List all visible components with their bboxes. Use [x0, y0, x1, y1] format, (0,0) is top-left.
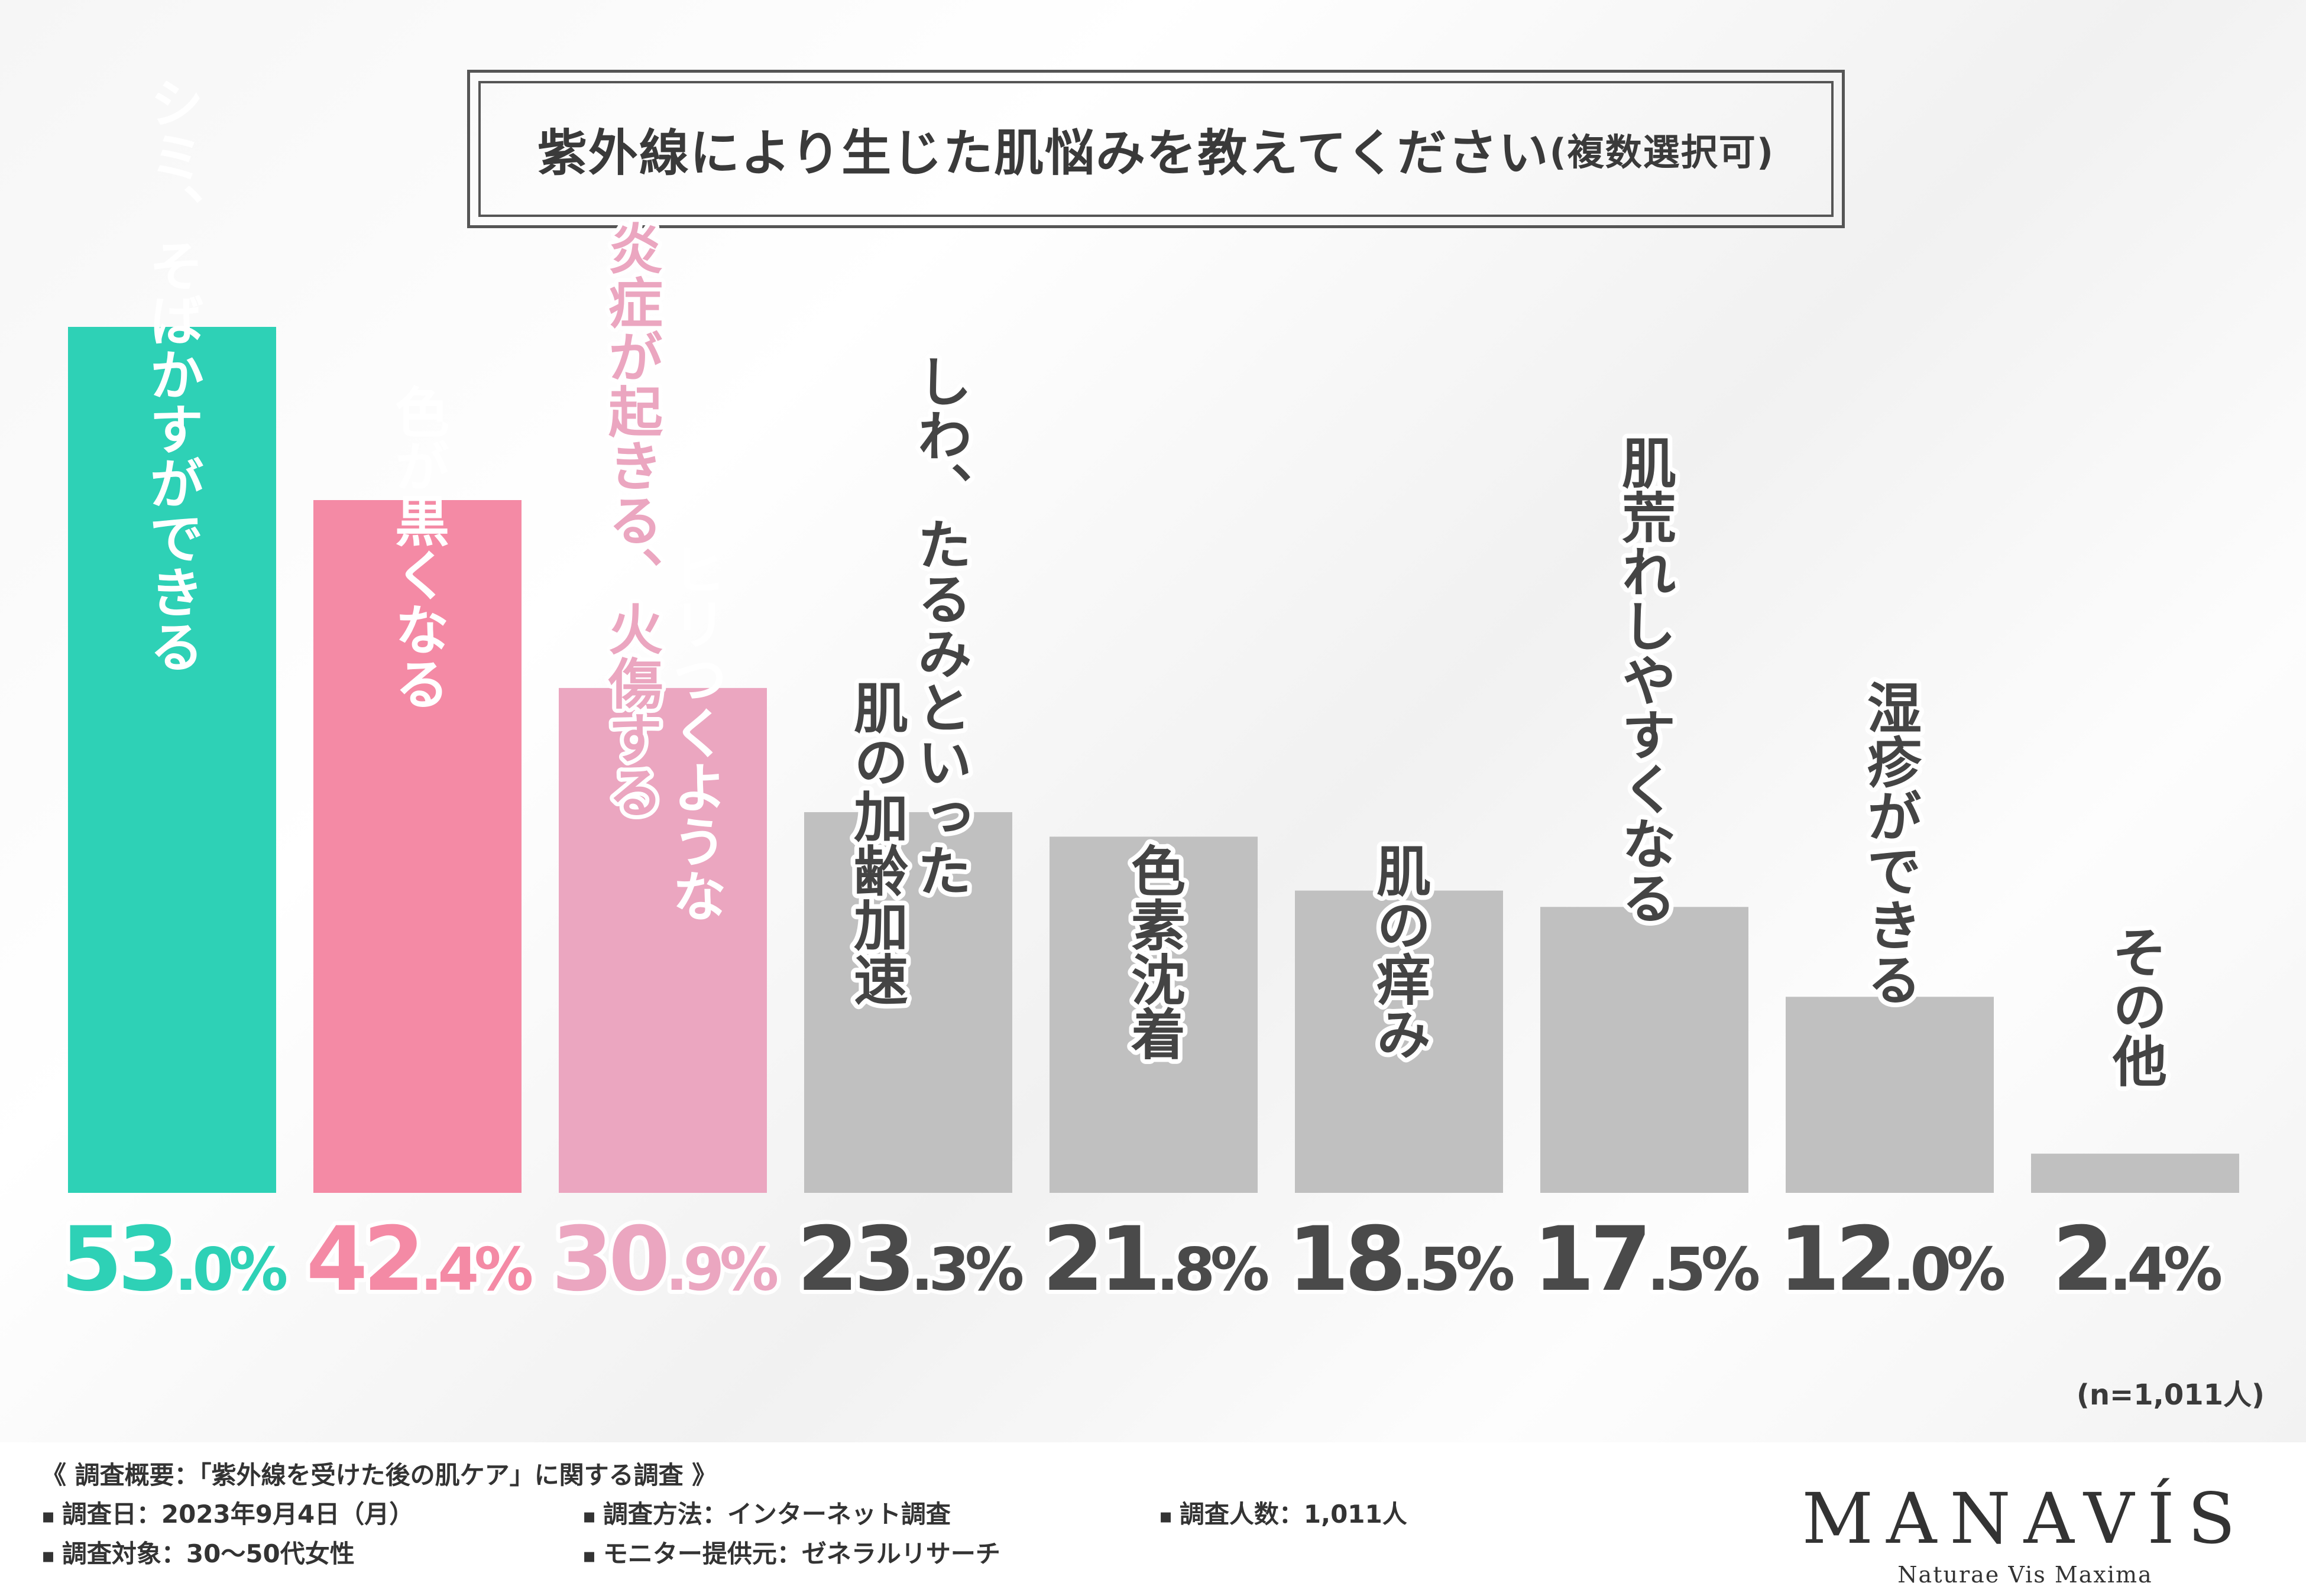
bar-6 [1295, 890, 1503, 1193]
survey-heading: 《 調査概要：「紫外線を受けた後の肌ケア」に関する調査 》 [41, 1461, 717, 1490]
value-label-6: 18.5% [1288, 1208, 1514, 1311]
bar-3 [559, 687, 767, 1193]
bar-label-4-1: しわ、たるみといった [909, 353, 972, 897]
bar-label-1: シミ、そばかすができる [141, 75, 204, 673]
value-label-8: 12.0% [1779, 1208, 2004, 1311]
survey-target: 調査対象：30〜50代女性 [41, 1534, 355, 1570]
bar-5 [1050, 836, 1258, 1193]
value-label-3: 30.9% [552, 1208, 778, 1311]
bar-label-5: 色素沈着 [1122, 843, 1186, 1060]
bar-chart: シミ、そばかすができる 53.0% 色が黒くなる 42.4% ヒリつくような炎症が起きる… [60, 75, 2239, 1311]
bar-1 [68, 327, 276, 1193]
value-label-5: 21.8% [1042, 1208, 1268, 1311]
value-label-9: 2.4% [2052, 1208, 2221, 1311]
chart-title-frame: 紫外線により生じた肌悩みを教えてください (複数選択可) [467, 70, 1845, 228]
bar-label-8: 湿疹ができる [1858, 680, 1922, 1006]
bar-7 [1540, 907, 1748, 1193]
logo-brand: MANAVÍS [1802, 1478, 2249, 1559]
value-label-4: 23.3% [797, 1208, 1023, 1311]
value-label-2: 42.4% [306, 1208, 532, 1311]
survey-method: 調査方法：インターネット調査 [582, 1494, 951, 1530]
bar-label-3-1: ヒリつくような [663, 542, 727, 923]
bar-label-3-2: 炎症が起きる、火傷する [600, 220, 663, 819]
value-label-7: 17.5% [1533, 1208, 1759, 1311]
title-sub: (複数選択可) [1549, 131, 1775, 174]
sample-size: (n=1,011人) [2076, 1378, 2265, 1412]
bar-9 [2031, 1153, 2239, 1193]
bar-label-2: 色が黒くなる [386, 384, 449, 711]
survey-date: 調査日：2023年9月4日（月） [41, 1494, 414, 1530]
title-main: 紫外線により生じた肌悩みを教えてください [537, 124, 1550, 182]
survey-provider: モニター提供元：ゼネラルリサーチ [582, 1534, 1000, 1570]
bar-label-7: 肌荒れしやすくなる [1613, 435, 1676, 924]
bar-label-9: その他 [2104, 924, 2168, 1088]
manavis-logo: MANAVÍS Naturae Vis Maxima [1780, 1484, 2271, 1588]
survey-footer: 《 調査概要：「紫外線を受けた後の肌ケア」に関する調査 》 調査日：2023年9… [0, 1442, 2306, 1596]
logo-tagline: Naturae Vis Maxima [1897, 1562, 2153, 1588]
value-label-1: 53.0% [61, 1208, 287, 1311]
survey-count: 調査人数：1,011人 [1159, 1494, 1407, 1530]
bar-4 [804, 812, 1012, 1193]
bar-2 [313, 500, 522, 1193]
bar-8 [1786, 997, 1994, 1193]
bar-label-4-2: 肌の加齢加速 [845, 680, 908, 1006]
chart-title: 紫外線により生じた肌悩みを教えてください (複数選択可) [470, 73, 1842, 225]
bar-label-6: 肌の痒み [1368, 843, 1431, 1060]
